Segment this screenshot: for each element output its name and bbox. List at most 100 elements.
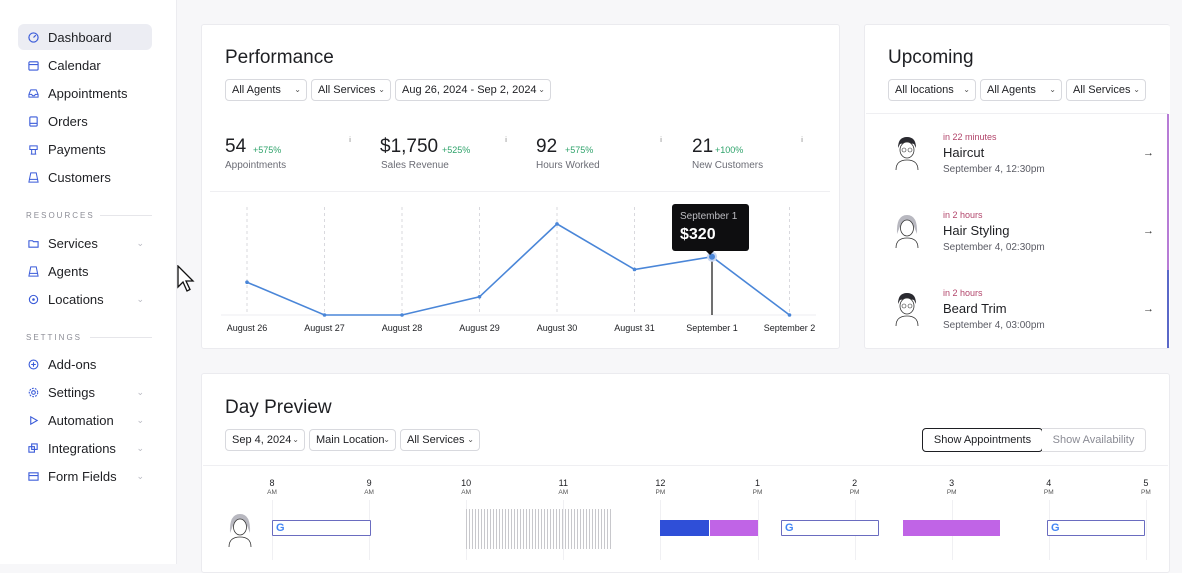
chart-point[interactable] [632,267,637,272]
sidebar-item-label: Agents [48,263,89,279]
show-appointments-button[interactable]: Show Appointments [922,428,1043,452]
appointment-block[interactable] [903,520,1000,536]
sidebar-item-payments[interactable]: Payments [18,136,152,162]
gear-icon [18,387,48,398]
upcoming-item[interactable]: in 22 minutes Haircut September 4, 12:30… [866,114,1166,192]
sidebar-item-calendar[interactable]: Calendar [18,52,152,78]
stat-hours-label: Hours Worked [536,160,600,171]
chart-point[interactable] [477,294,482,299]
services-filter[interactable]: All Services ⌄ [311,79,391,101]
hour-period: AM [364,489,374,496]
upcoming-service-name: Haircut [943,145,985,160]
date-filter[interactable]: Sep 4, 2024 ⌄ [225,429,305,451]
tooltip-pointer [705,250,715,255]
sidebar-item-label: Locations [48,291,104,307]
hour-period: PM [1141,489,1151,496]
sidebar-item-settings[interactable]: Settings ⌄ [18,379,152,405]
sidebar-item-customers[interactable]: Customers [18,164,152,190]
day-preview-title: Day Preview [225,397,332,418]
sidebar-item-addons[interactable]: Add-ons [18,351,152,377]
plus-circle-icon [18,359,48,370]
appointment-block[interactable] [660,520,709,536]
avatar [895,137,919,170]
google-calendar-event[interactable]: G [272,520,371,536]
info-icon[interactable]: i [349,137,351,144]
mouse-cursor-icon [177,265,195,292]
info-icon[interactable]: i [660,137,662,144]
sidebar-item-orders[interactable]: Orders [18,108,152,134]
calendar-icon [18,60,48,71]
appointment-block[interactable] [710,520,758,536]
location-filter[interactable]: Main Location ⌄ [309,429,396,451]
google-icon: G [1051,522,1060,534]
timeline-hour-label: 8 AM [267,478,277,498]
arrow-right-icon: → [1143,225,1154,237]
blocked-time-block [466,509,612,549]
hour-period: PM [1043,489,1054,496]
tooltip-date: September 1 [680,211,738,222]
chart-point[interactable] [322,313,327,317]
upcoming-item[interactable]: in 2 hours Beard Trim September 4, 03:00… [866,270,1166,348]
sidebar-item-services[interactable]: Services ⌄ [18,230,152,256]
upcoming-when: in 2 hours [943,288,983,298]
info-icon[interactable]: i [801,137,803,144]
upcoming-card [864,24,1170,349]
sidebar-item-integrations[interactable]: Integrations ⌄ [18,435,152,461]
chevron-down-icon: ⌄ [136,386,144,397]
chevron-down-icon: ⌄ [963,85,970,94]
agents-filter[interactable]: All Agents ⌄ [980,79,1062,101]
upcoming-item[interactable]: in 2 hours Hair Styling September 4, 02:… [866,192,1166,270]
info-icon[interactable]: i [505,137,507,144]
chart-point[interactable] [400,313,404,317]
google-icon: G [276,522,285,534]
stat-hours-delta: +575% [565,145,594,155]
hour-number: 4 [1046,478,1052,488]
form-icon [18,471,48,482]
upcoming-when: in 22 minutes [943,132,997,142]
timeline-hour-label: 10 AM [461,478,471,498]
chart-point[interactable] [787,313,792,317]
chevron-down-icon: ⌄ [378,85,385,94]
sidebar-item-label: Calendar [48,57,101,73]
services-filter[interactable]: All Services ⌄ [1066,79,1146,101]
sidebar-item-dashboard[interactable]: Dashboard [18,24,152,50]
locations-filter[interactable]: All locations ⌄ [888,79,976,101]
google-calendar-event[interactable]: G [1047,520,1145,536]
hour-period: AM [461,489,472,496]
hour-period: PM [946,489,957,496]
chart-x-tick-label: August 29 [459,323,500,333]
sidebar-item-automation[interactable]: Automation ⌄ [18,407,152,433]
sidebar-item-label: Payments [48,141,106,157]
stat-customers-label: New Customers [692,160,764,171]
stat-appointments-label: Appointments [225,160,287,171]
show-availability-button[interactable]: Show Availability [1042,428,1146,452]
dashboard-icon [18,31,48,43]
services-filter[interactable]: All Services ⌄ [400,429,480,451]
chart-point[interactable] [245,280,249,285]
chart-point[interactable] [709,253,715,260]
agent-icon [18,265,48,277]
chevron-down-icon: ⌄ [136,293,144,304]
sidebar-item-locations[interactable]: Locations ⌄ [18,286,152,312]
stat-revenue-value: $1,750 [380,136,439,157]
divider [90,337,152,338]
upcoming-date: September 4, 02:30pm [943,242,1045,253]
sidebar-item-agents[interactable]: Agents [18,258,152,284]
stat-hours-value: 92 [536,136,558,157]
hour-number: 5 [1143,478,1149,488]
tooltip-value: $320 [680,226,716,243]
divider [210,191,830,192]
resources-section-label: RESOURCES [26,211,95,220]
google-calendar-event[interactable]: G [781,520,879,536]
sidebar-item-appointments[interactable]: Appointments [18,80,152,106]
stat-customers-delta: +100% [715,145,744,155]
chart-point[interactable] [555,222,559,226]
timeline-hour-label: 12 PM [655,478,665,498]
hour-number: 8 [269,478,275,488]
orders-icon [18,115,48,127]
hour-period: PM [655,489,666,496]
agents-filter[interactable]: All Agents ⌄ [225,79,307,101]
date-range-filter[interactable]: Aug 26, 2024 - Sep 2, 2024 ⌄ [395,79,551,101]
sidebar-item-form-fields[interactable]: Form Fields ⌄ [18,463,152,489]
stat-appointments-delta: +575% [253,145,282,155]
